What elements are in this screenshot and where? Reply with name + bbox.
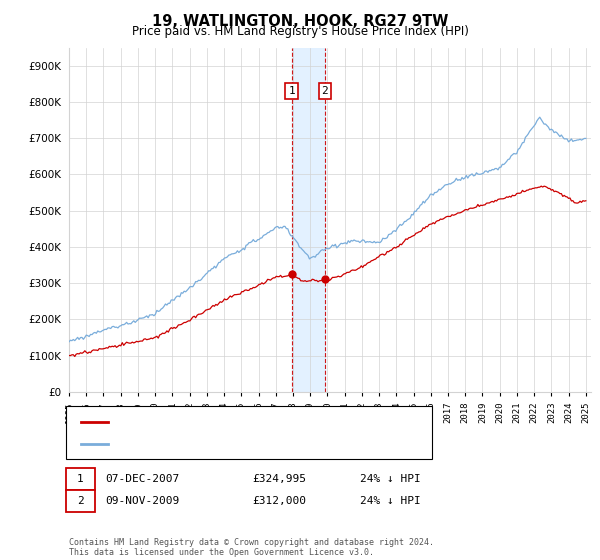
Text: 1: 1 — [77, 474, 84, 484]
Text: £312,000: £312,000 — [252, 496, 306, 506]
Text: 2: 2 — [77, 496, 84, 506]
Text: 24% ↓ HPI: 24% ↓ HPI — [360, 474, 421, 484]
Text: £324,995: £324,995 — [252, 474, 306, 484]
Text: 19, WATLINGTON, HOOK, RG27 9TW: 19, WATLINGTON, HOOK, RG27 9TW — [152, 14, 448, 29]
Text: Price paid vs. HM Land Registry's House Price Index (HPI): Price paid vs. HM Land Registry's House … — [131, 25, 469, 38]
Text: 2: 2 — [322, 86, 328, 96]
Text: 1: 1 — [288, 86, 295, 96]
Text: HPI: Average price, detached house, Hart: HPI: Average price, detached house, Hart — [114, 438, 364, 449]
Text: 19, WATLINGTON, HOOK, RG27 9TW (detached house): 19, WATLINGTON, HOOK, RG27 9TW (detached… — [114, 417, 408, 427]
Text: Contains HM Land Registry data © Crown copyright and database right 2024.
This d: Contains HM Land Registry data © Crown c… — [69, 538, 434, 557]
Text: 24% ↓ HPI: 24% ↓ HPI — [360, 496, 421, 506]
Text: 07-DEC-2007: 07-DEC-2007 — [105, 474, 179, 484]
Text: 09-NOV-2009: 09-NOV-2009 — [105, 496, 179, 506]
Bar — [292, 48, 325, 392]
